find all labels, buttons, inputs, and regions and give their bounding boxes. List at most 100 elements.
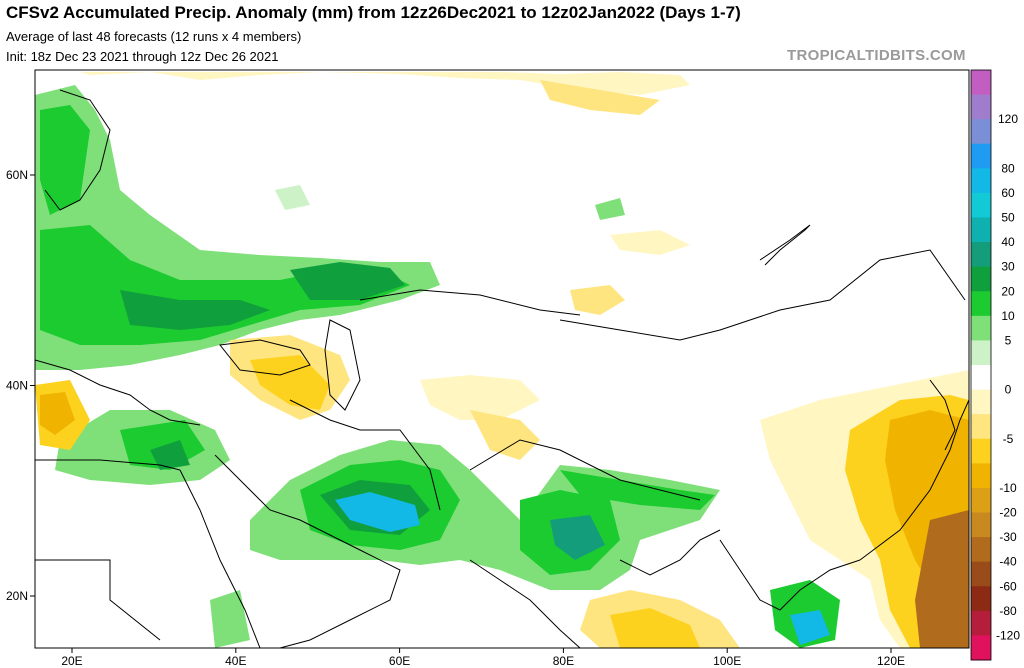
- map-title: CFSv2 Accumulated Precip. Anomaly (mm) f…: [6, 3, 741, 22]
- colorbar: 1208060504030201050-5-10-20-30-40-60-80-…: [970, 69, 1020, 661]
- border-china: [559, 249, 966, 341]
- lat-label: 20N: [6, 589, 28, 603]
- colorbar-label: -40: [999, 555, 1017, 569]
- dry-anomaly-china-coast-peak: [915, 510, 969, 648]
- map-border: [34, 69, 970, 649]
- colorbar-swatch: [971, 389, 991, 415]
- colorbar-swatch: [971, 635, 991, 661]
- coastlines: [35, 89, 969, 648]
- map-subtitle: Average of last 48 forecasts (12 runs x …: [6, 29, 302, 44]
- wet-anomaly-india-strong: [550, 515, 605, 560]
- colorbar-swatch: [971, 119, 991, 145]
- colorbar-label: 60: [1001, 186, 1015, 200]
- colorbar-swatch: [971, 242, 991, 268]
- coastline-europe: [35, 359, 201, 426]
- coastline-baikal: [759, 224, 811, 266]
- colorbar-label: -60: [999, 579, 1017, 593]
- colorbar-swatch: [971, 340, 991, 366]
- wet-anomaly-siberia-small: [595, 198, 625, 220]
- colorbar-swatch: [971, 438, 991, 464]
- dry-anomaly-iberia-core: [40, 392, 75, 435]
- colorbar-swatch: [971, 168, 991, 194]
- colorbar-swatch: [971, 266, 991, 292]
- colorbar-label: 50: [1001, 211, 1015, 225]
- colorbar-outline: [970, 69, 992, 661]
- coastline-caspian: [324, 319, 361, 411]
- border-iran: [289, 399, 441, 511]
- colorbar-label: 0: [1005, 383, 1012, 397]
- colorbar-label: -10: [999, 481, 1017, 495]
- wet-anomaly-scandinavia: [40, 105, 90, 215]
- anomaly-fields: [35, 72, 969, 648]
- dry-anomaly-india-south-core: [610, 608, 700, 648]
- colorbar-label: -5: [1003, 432, 1014, 446]
- colorbar-swatch: [971, 487, 991, 513]
- coastline-scandinavia: [44, 89, 111, 211]
- lat-label: 40N: [6, 379, 28, 393]
- lon-label: 60E: [389, 654, 410, 668]
- colorbar-swatch: [971, 414, 991, 440]
- dry-anomaly-north: [80, 72, 690, 95]
- lon-label: 40E: [225, 654, 246, 668]
- border-africa-inner: [35, 559, 161, 641]
- wet-anomaly-arabia-edge: [210, 590, 250, 648]
- coastline-korea: [929, 379, 956, 451]
- colorbar-label: 20: [1001, 284, 1015, 298]
- border-africa: [35, 459, 181, 471]
- colorbar-swatch: [971, 463, 991, 489]
- colorbar-label: -30: [999, 530, 1017, 544]
- init-time: Init: 18z Dec 23 2021 through 12z Dec 26…: [6, 49, 279, 64]
- colorbar-swatch: [971, 291, 991, 317]
- coastline-india-east: [619, 529, 721, 576]
- coastline-red-sea: [179, 469, 261, 648]
- colorbar-swatch: [971, 192, 991, 218]
- lon-label: 120E: [877, 654, 905, 668]
- coastline-southeast-asia: [719, 539, 861, 611]
- lon-label: 100E: [713, 654, 741, 668]
- colorbar-swatch: [971, 512, 991, 538]
- colorbar-swatch: [971, 586, 991, 612]
- dry-anomaly-kazakhstan: [570, 285, 625, 315]
- border-india: [469, 439, 701, 501]
- wet-anomaly-iran-peak: [335, 492, 420, 532]
- colorbar-swatch: [971, 561, 991, 587]
- colorbar-swatch: [971, 217, 991, 243]
- dry-anomaly-central-asia: [420, 375, 540, 420]
- colorbar-swatch: [971, 315, 991, 341]
- colorbar-label: 80: [1001, 161, 1015, 175]
- coastline-india: [469, 559, 581, 648]
- lat-label: 60N: [6, 168, 28, 182]
- colorbar-label: -80: [999, 604, 1017, 618]
- wet-anomaly-west-russia: [290, 262, 405, 300]
- wet-anomaly-himalaya: [560, 470, 715, 510]
- colorbar-label: -120: [996, 628, 1020, 642]
- colorbar-swatch: [971, 610, 991, 636]
- longitude-labels: 20E 40E 60E 80E 100E 120E: [61, 648, 905, 668]
- coastline-arabia: [214, 454, 401, 648]
- colorbar-swatch: [971, 94, 991, 120]
- wet-anomaly-south-china-sea-peak: [790, 610, 830, 645]
- wet-anomaly-north-russia: [275, 185, 310, 210]
- lon-label: 20E: [61, 654, 82, 668]
- colorbar-label: 30: [1001, 260, 1015, 274]
- wet-anomaly-levant: [150, 440, 190, 470]
- border-russia-kazakhstan: [359, 289, 581, 316]
- coastline-china-east: [859, 399, 969, 561]
- coastline-black-sea: [219, 339, 311, 376]
- dry-anomaly-mongolia: [610, 230, 690, 255]
- colorbar-label: 120: [998, 112, 1018, 126]
- colorbar-label: 40: [1001, 235, 1015, 249]
- latitude-labels: 60N 40N 20N: [6, 168, 35, 603]
- dry-anomaly-north-patch: [540, 80, 660, 115]
- colorbar-swatch: [971, 143, 991, 169]
- dry-anomaly-tibet: [470, 410, 540, 460]
- colorbar-swatch: [971, 365, 991, 391]
- colorbar-label: -20: [999, 506, 1017, 520]
- colorbar-label: 10: [1001, 309, 1015, 323]
- colorbar-swatch: [971, 70, 991, 96]
- colorbar-label: 5: [1005, 333, 1012, 347]
- site-credit: TROPICALTIDBITS.COM: [787, 47, 966, 64]
- dry-anomaly-caspian: [250, 355, 330, 410]
- lon-label: 80E: [553, 654, 574, 668]
